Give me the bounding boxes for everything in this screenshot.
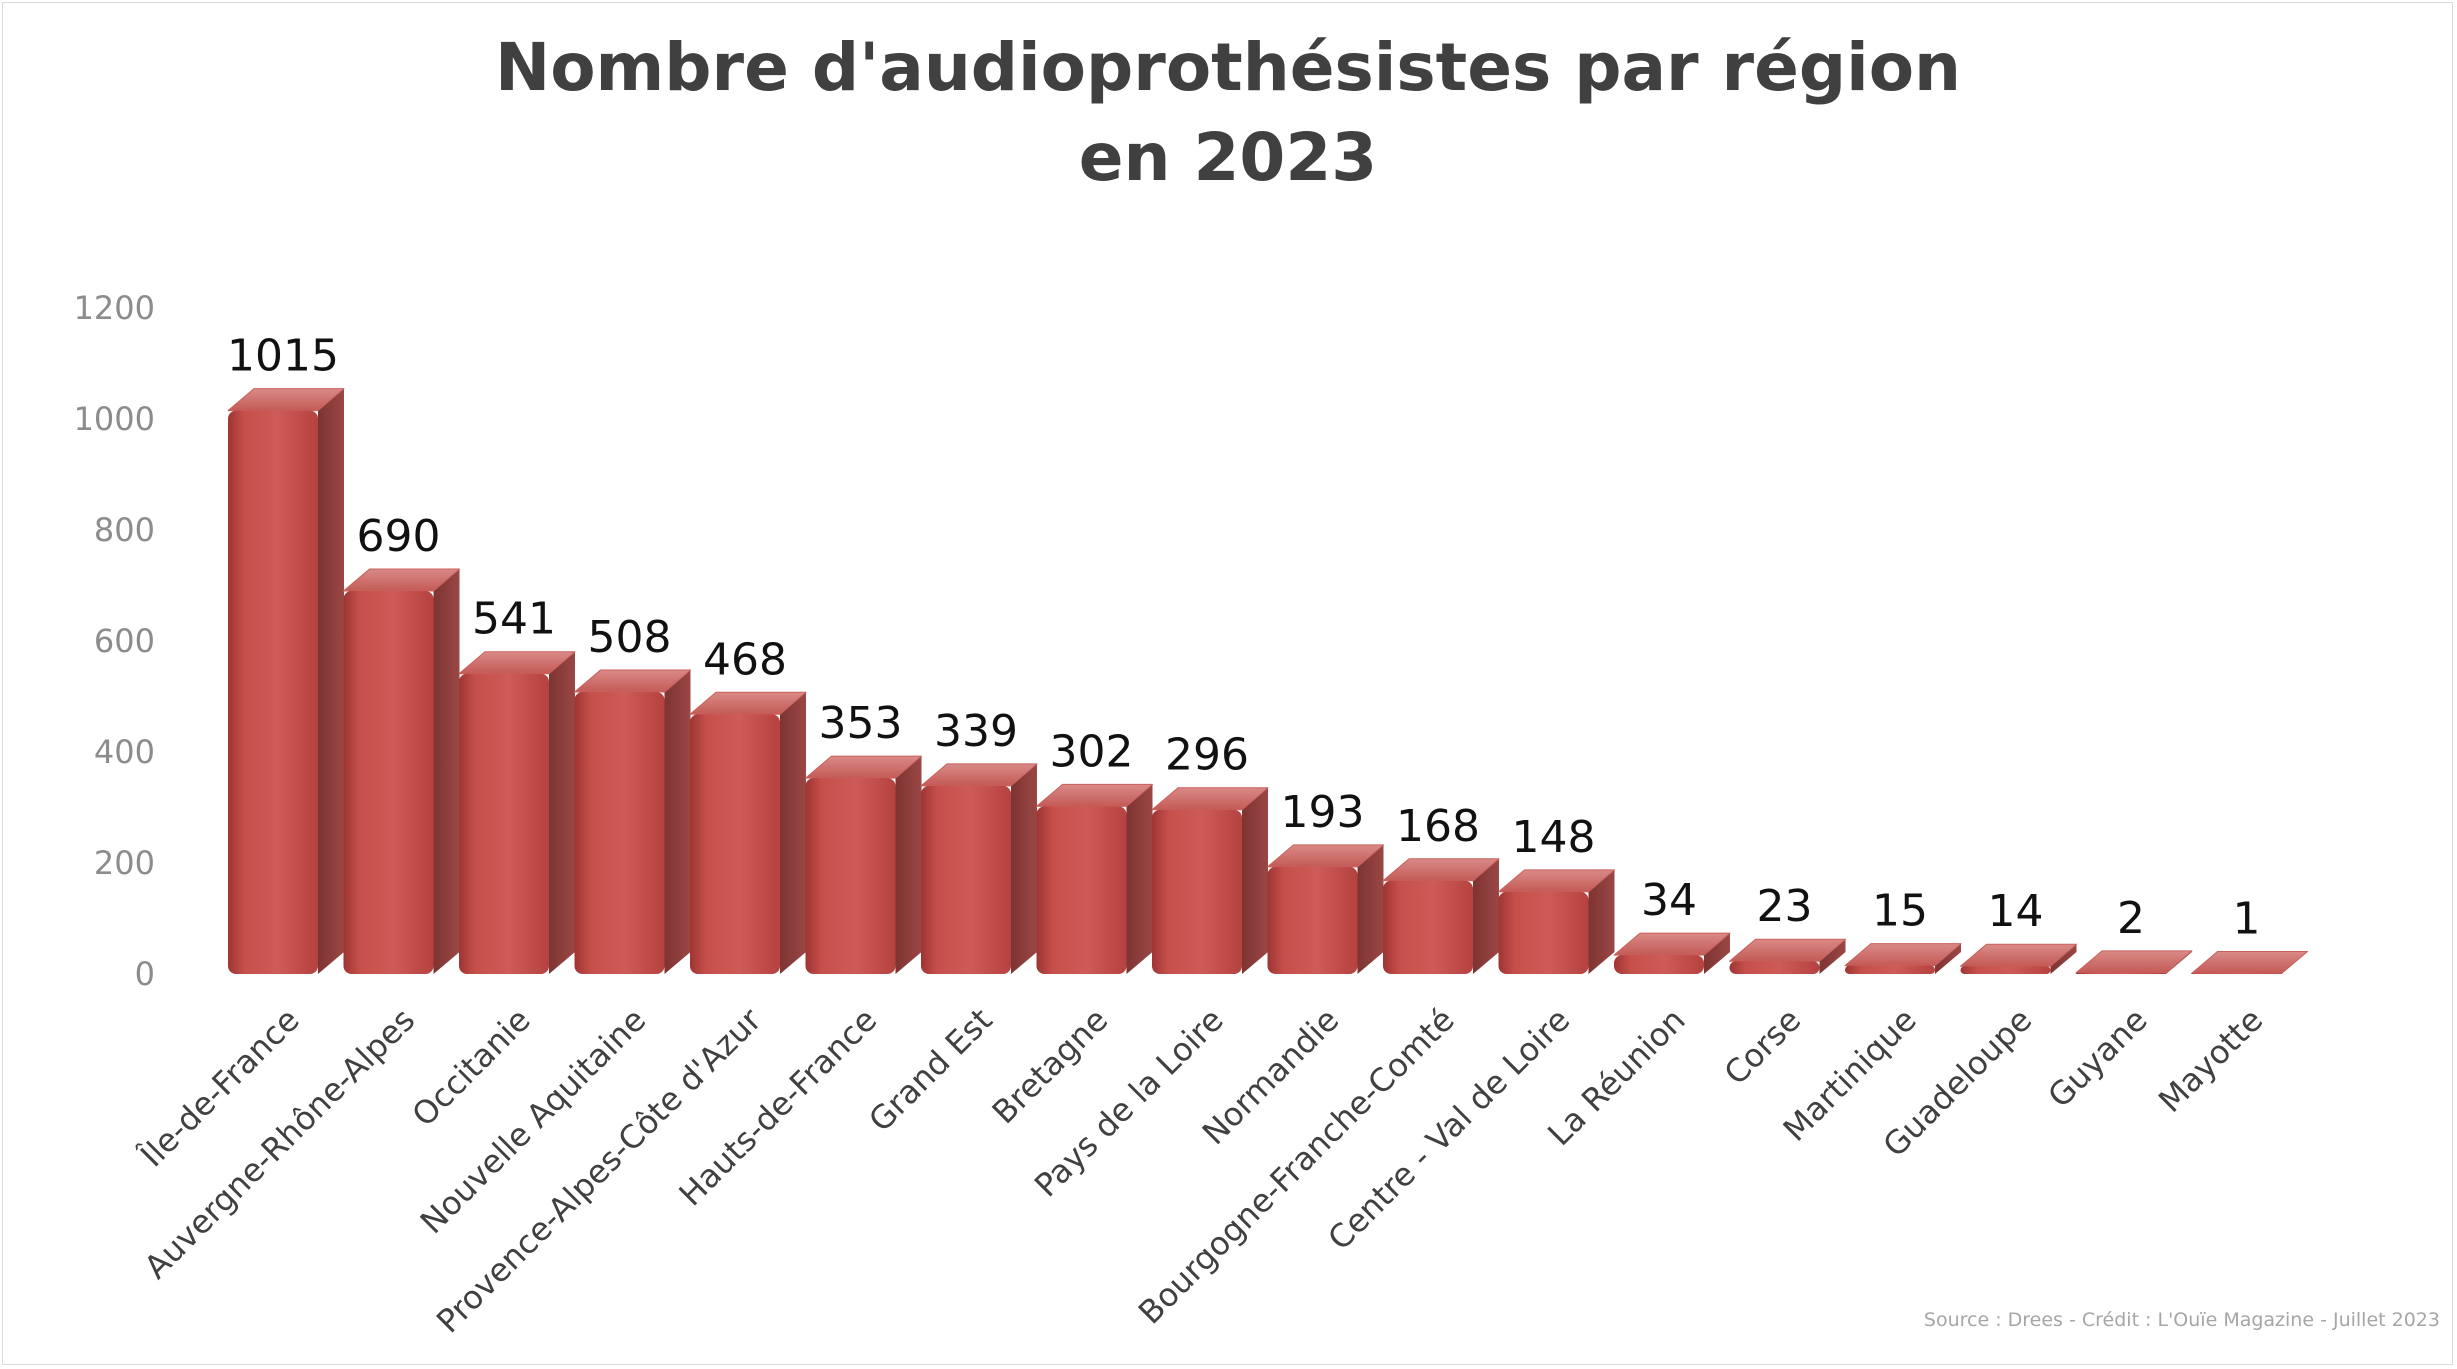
bar-side <box>549 651 575 974</box>
value-label: 541 <box>472 594 556 645</box>
bar-top <box>2191 950 2308 974</box>
bar <box>1267 844 1384 974</box>
bar-front <box>1498 891 1589 974</box>
value-label: 148 <box>1512 812 1596 863</box>
bar-front <box>1383 880 1473 974</box>
value-label: 168 <box>1396 801 1480 852</box>
value-label: 34 <box>1641 875 1697 926</box>
value-labels: 1015 690 541 508 468 353 339 302 296 193 168 148 34 2… <box>227 331 2260 945</box>
bar-front <box>1729 961 1820 974</box>
y-tick-label: 1200 <box>74 289 155 327</box>
value-label: 339 <box>934 706 1018 757</box>
bar-front <box>805 778 896 974</box>
value-label: 2 <box>2117 893 2145 944</box>
bar <box>343 568 460 974</box>
bar-side <box>1588 869 1615 974</box>
y-tick-label: 1000 <box>74 400 155 438</box>
x-tick-label: Mayotte <box>2151 1001 2270 1120</box>
bar-side <box>1126 784 1153 974</box>
bar-front <box>1960 966 2051 974</box>
y-axis: 0 200 400 600 800 1000 1200 <box>74 289 155 993</box>
value-label: 296 <box>1165 730 1249 781</box>
bar-side <box>1704 933 1730 974</box>
bar-front <box>921 785 1011 974</box>
source-credit: Source : Drees - Crédit : L'Ouïe Magazin… <box>1924 1309 2440 1331</box>
bar <box>1960 943 2077 974</box>
bar-side <box>1242 787 1268 974</box>
bar <box>574 669 691 974</box>
value-label: 302 <box>1050 726 1134 777</box>
chart-title-line-1: Nombre d'audioprothésistes par région <box>495 29 1961 106</box>
bar <box>689 691 807 974</box>
value-label: 193 <box>1281 787 1365 838</box>
bar-front <box>574 692 665 974</box>
value-label: 23 <box>1757 881 1813 932</box>
y-tick-label: 200 <box>94 844 155 882</box>
y-tick-label: 600 <box>94 622 155 660</box>
bar <box>1844 943 1962 974</box>
x-tick-label: Corse <box>1717 1001 1809 1093</box>
bar-front <box>2076 972 2166 974</box>
bar <box>458 651 576 974</box>
y-tick-label: 0 <box>135 955 155 993</box>
value-label: 690 <box>357 511 441 562</box>
x-axis: Île-de-FranceAuvergne-Rhône-AlpesOccitan… <box>132 1000 2270 1340</box>
value-label: 508 <box>588 612 672 663</box>
bar-side <box>433 569 460 974</box>
x-tick-label: Hauts-de-France <box>672 1001 885 1214</box>
bar <box>1036 783 1153 974</box>
bar-side <box>318 388 344 974</box>
value-label: 1 <box>2233 893 2261 944</box>
bar <box>2191 950 2308 974</box>
bar-front <box>690 714 780 974</box>
bar <box>1729 938 1846 974</box>
bar-side <box>664 670 691 974</box>
bar-side <box>780 692 806 974</box>
y-tick-label: 800 <box>94 511 155 549</box>
value-label: 15 <box>1872 886 1928 937</box>
bar <box>1613 932 1731 974</box>
bar-side <box>1935 943 1961 974</box>
bar-side <box>1011 763 1037 974</box>
bar-front <box>1845 965 1935 974</box>
bar-side <box>1473 858 1499 974</box>
bar-front <box>1152 809 1242 974</box>
bar <box>805 755 922 974</box>
bar-front <box>343 591 434 974</box>
bar-side <box>895 756 922 974</box>
x-tick-label: Guyane <box>2040 1001 2154 1115</box>
value-label: 1015 <box>227 331 339 382</box>
value-label: 14 <box>1988 886 2044 937</box>
x-tick-label: Nouvelle Aquitaine <box>413 1001 653 1241</box>
bar <box>920 763 1038 974</box>
bar <box>1151 787 1269 974</box>
x-tick-label: Grand Est <box>861 1001 999 1139</box>
bar <box>1498 869 1615 974</box>
bar-front <box>459 673 549 974</box>
bar-front <box>228 410 318 974</box>
bar <box>1382 858 1500 974</box>
bar-top <box>2075 950 2193 974</box>
y-tick-label: 400 <box>94 733 155 771</box>
bar-side <box>1819 939 1846 974</box>
bar-side <box>1357 844 1384 974</box>
value-label: 468 <box>703 634 787 685</box>
value-label: 353 <box>819 698 903 749</box>
bar <box>227 388 345 974</box>
bar-front <box>1036 806 1127 974</box>
bars <box>227 388 2308 974</box>
chart-title-line-2: en 2023 <box>1079 119 1377 196</box>
bar-front <box>2191 973 2282 974</box>
bar-side <box>2050 944 2077 974</box>
bar <box>2075 950 2193 974</box>
bar-front <box>1614 955 1704 974</box>
bar-front <box>1267 866 1358 974</box>
